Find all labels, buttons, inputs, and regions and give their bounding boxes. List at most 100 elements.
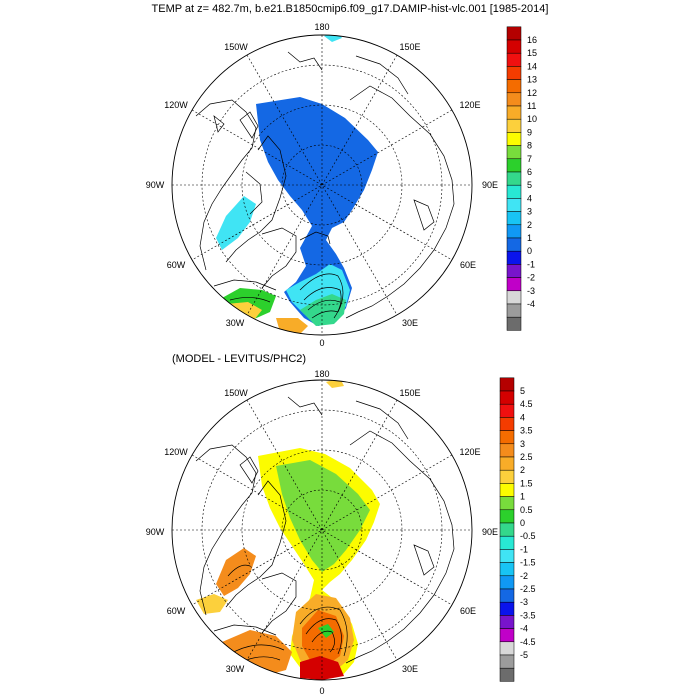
- top-colorbar-box: [506, 237, 522, 252]
- top-colorbar-box: [506, 171, 522, 186]
- top-colorbar-label: 13: [527, 75, 537, 85]
- top-colorbar-box: [506, 145, 522, 160]
- top-colorbar-box: [506, 184, 522, 199]
- bottom-colorbar-label: 4.5: [520, 399, 533, 409]
- bottom-colorbar-label: 3.5: [520, 426, 533, 436]
- bottom-colorbar-box: [499, 456, 515, 471]
- top-map-border: [171, 34, 473, 336]
- top-colorbar-box: [506, 92, 522, 107]
- top-colorbar-label: -3: [527, 286, 535, 296]
- top-coastlines: [195, 51, 455, 319]
- top-arctic-basin-fill: [256, 97, 378, 326]
- top-label-30e: 30E: [402, 318, 418, 328]
- bottom-colorbar-label: -3.5: [520, 610, 536, 620]
- top-colorbar-label: 11: [527, 101, 536, 111]
- top-colorbar-label: 7: [527, 154, 532, 164]
- top-colorbar-label: 3: [527, 207, 532, 217]
- top-colorbar-label: 15: [527, 48, 537, 58]
- bottom-colorbar-box: [499, 562, 515, 577]
- bottom-label-0: 0: [319, 686, 324, 696]
- top-colorbar-box: [506, 26, 522, 41]
- top-label-120e: 120E: [459, 100, 480, 110]
- bottom-label-30w: 30W: [226, 664, 245, 674]
- top-label-90w: 90W: [146, 180, 165, 190]
- bottom-label-120w: 120W: [164, 447, 188, 457]
- top-label-90e: 90E: [482, 180, 498, 190]
- bottom-west-atlantic-fill: [196, 594, 228, 614]
- top-label-150w: 150W: [224, 42, 248, 52]
- top-contours: [229, 273, 344, 319]
- bottom-colorbar-label: -2.5: [520, 584, 536, 594]
- bottom-labrador-fill: [216, 548, 256, 596]
- top-label-60e: 60E: [460, 260, 476, 270]
- top-colorbar-box: [506, 158, 522, 173]
- bottom-colorbar-box: [499, 377, 515, 392]
- top-colorbar-box: [506, 303, 522, 318]
- top-label-180: 180: [314, 22, 329, 32]
- top-label-60w: 60W: [167, 260, 186, 270]
- top-colorbar-box: [506, 316, 522, 331]
- top-baffin-fill: [216, 196, 256, 250]
- bottom-colorbar-box: [499, 654, 515, 669]
- top-colorbar-box: [506, 132, 522, 146]
- bottom-colorbar-box: [499, 443, 515, 458]
- top-colorbar-box: [506, 52, 522, 67]
- bottom-graticule: [172, 380, 472, 680]
- bottom-atlantic-dark-orange-fill: [302, 610, 344, 666]
- bottom-colorbar-label: 5: [520, 386, 525, 396]
- bottom-colorbar-label: -2: [520, 571, 528, 581]
- bottom-colorbar: 5 4.5 4 3.5 3 2.5 2 1.5 1 0.5 0 -0.5 -1 -1.5 -2 -2.5 -3 -…: [499, 377, 536, 682]
- bottom-colorbar-box: [499, 535, 515, 550]
- bottom-colorbar-label: -5: [520, 650, 528, 660]
- top-colorbar-box: [506, 66, 522, 80]
- top-colorbar-label: 1: [527, 233, 532, 243]
- top-colorbar-label: -1: [527, 259, 535, 269]
- top-colorbar-label: 9: [527, 127, 532, 137]
- bottom-label-60w: 60W: [167, 606, 186, 616]
- bottom-label-150w: 150W: [224, 388, 248, 398]
- top-colorbar-label: 14: [527, 61, 537, 71]
- top-colorbar-label: 16: [527, 35, 537, 45]
- bottom-colorbar-box: [499, 575, 515, 590]
- top-colorbar-label: -2: [527, 273, 535, 283]
- bottom-colorbar-label: -1.5: [520, 558, 536, 568]
- bottom-colorbar-box: [499, 601, 515, 616]
- top-colorbar-box: [506, 264, 522, 278]
- top-colorbar-label: 8: [527, 141, 532, 151]
- bottom-colorbar-box: [499, 628, 515, 643]
- bottom-colorbar-box: [499, 615, 515, 629]
- bottom-colorbar-label: 0.5: [520, 505, 533, 515]
- bottom-colorbar-box: [499, 667, 515, 682]
- top-colorbar-box: [506, 198, 522, 212]
- bottom-colorbar-label: 1.5: [520, 478, 533, 488]
- bottom-colorbar-box: [499, 549, 515, 563]
- bottom-colorbar-label: 2.5: [520, 452, 533, 462]
- bottom-colorbar-box: [499, 483, 515, 497]
- bottom-colorbar-label: 1: [520, 492, 525, 502]
- top-colorbar-label: 2: [527, 220, 532, 230]
- bottom-colorbar-box: [499, 522, 515, 537]
- top-colorbar-label: 12: [527, 88, 537, 98]
- top-colorbar-box: [506, 118, 522, 133]
- bottom-bering-fill: [326, 380, 344, 388]
- bottom-colorbar-box: [499, 430, 515, 445]
- bottom-polar-map: 180 150W 150E 120W 120E 90W 90E 60W 60E …: [146, 369, 498, 696]
- bottom-colorbar-box: [499, 496, 515, 511]
- top-colorbar-label: 4: [527, 193, 532, 203]
- top-graticule: [172, 35, 472, 335]
- top-colorbar-label: 6: [527, 167, 532, 177]
- bottom-colorbar-box: [499, 403, 515, 418]
- top-atlantic-inflow-fill: [300, 294, 346, 326]
- top-colorbar-box: [506, 224, 522, 239]
- bottom-colorbar-label: -0.5: [520, 531, 536, 541]
- bottom-coastlines: [195, 396, 455, 664]
- bottom-colorbar-label: -4: [520, 624, 528, 634]
- bottom-colorbar-box: [499, 417, 515, 431]
- top-colorbar-label: 0: [527, 246, 532, 256]
- bottom-colorbar-label: -1: [520, 544, 528, 554]
- top-label-150e: 150E: [399, 42, 420, 52]
- figure-title: TEMP at z= 482.7m, b.e21.B1850cmip6.f09_…: [151, 3, 549, 15]
- bottom-colorbar-label: 0: [520, 518, 525, 528]
- top-label-0: 0: [319, 338, 324, 348]
